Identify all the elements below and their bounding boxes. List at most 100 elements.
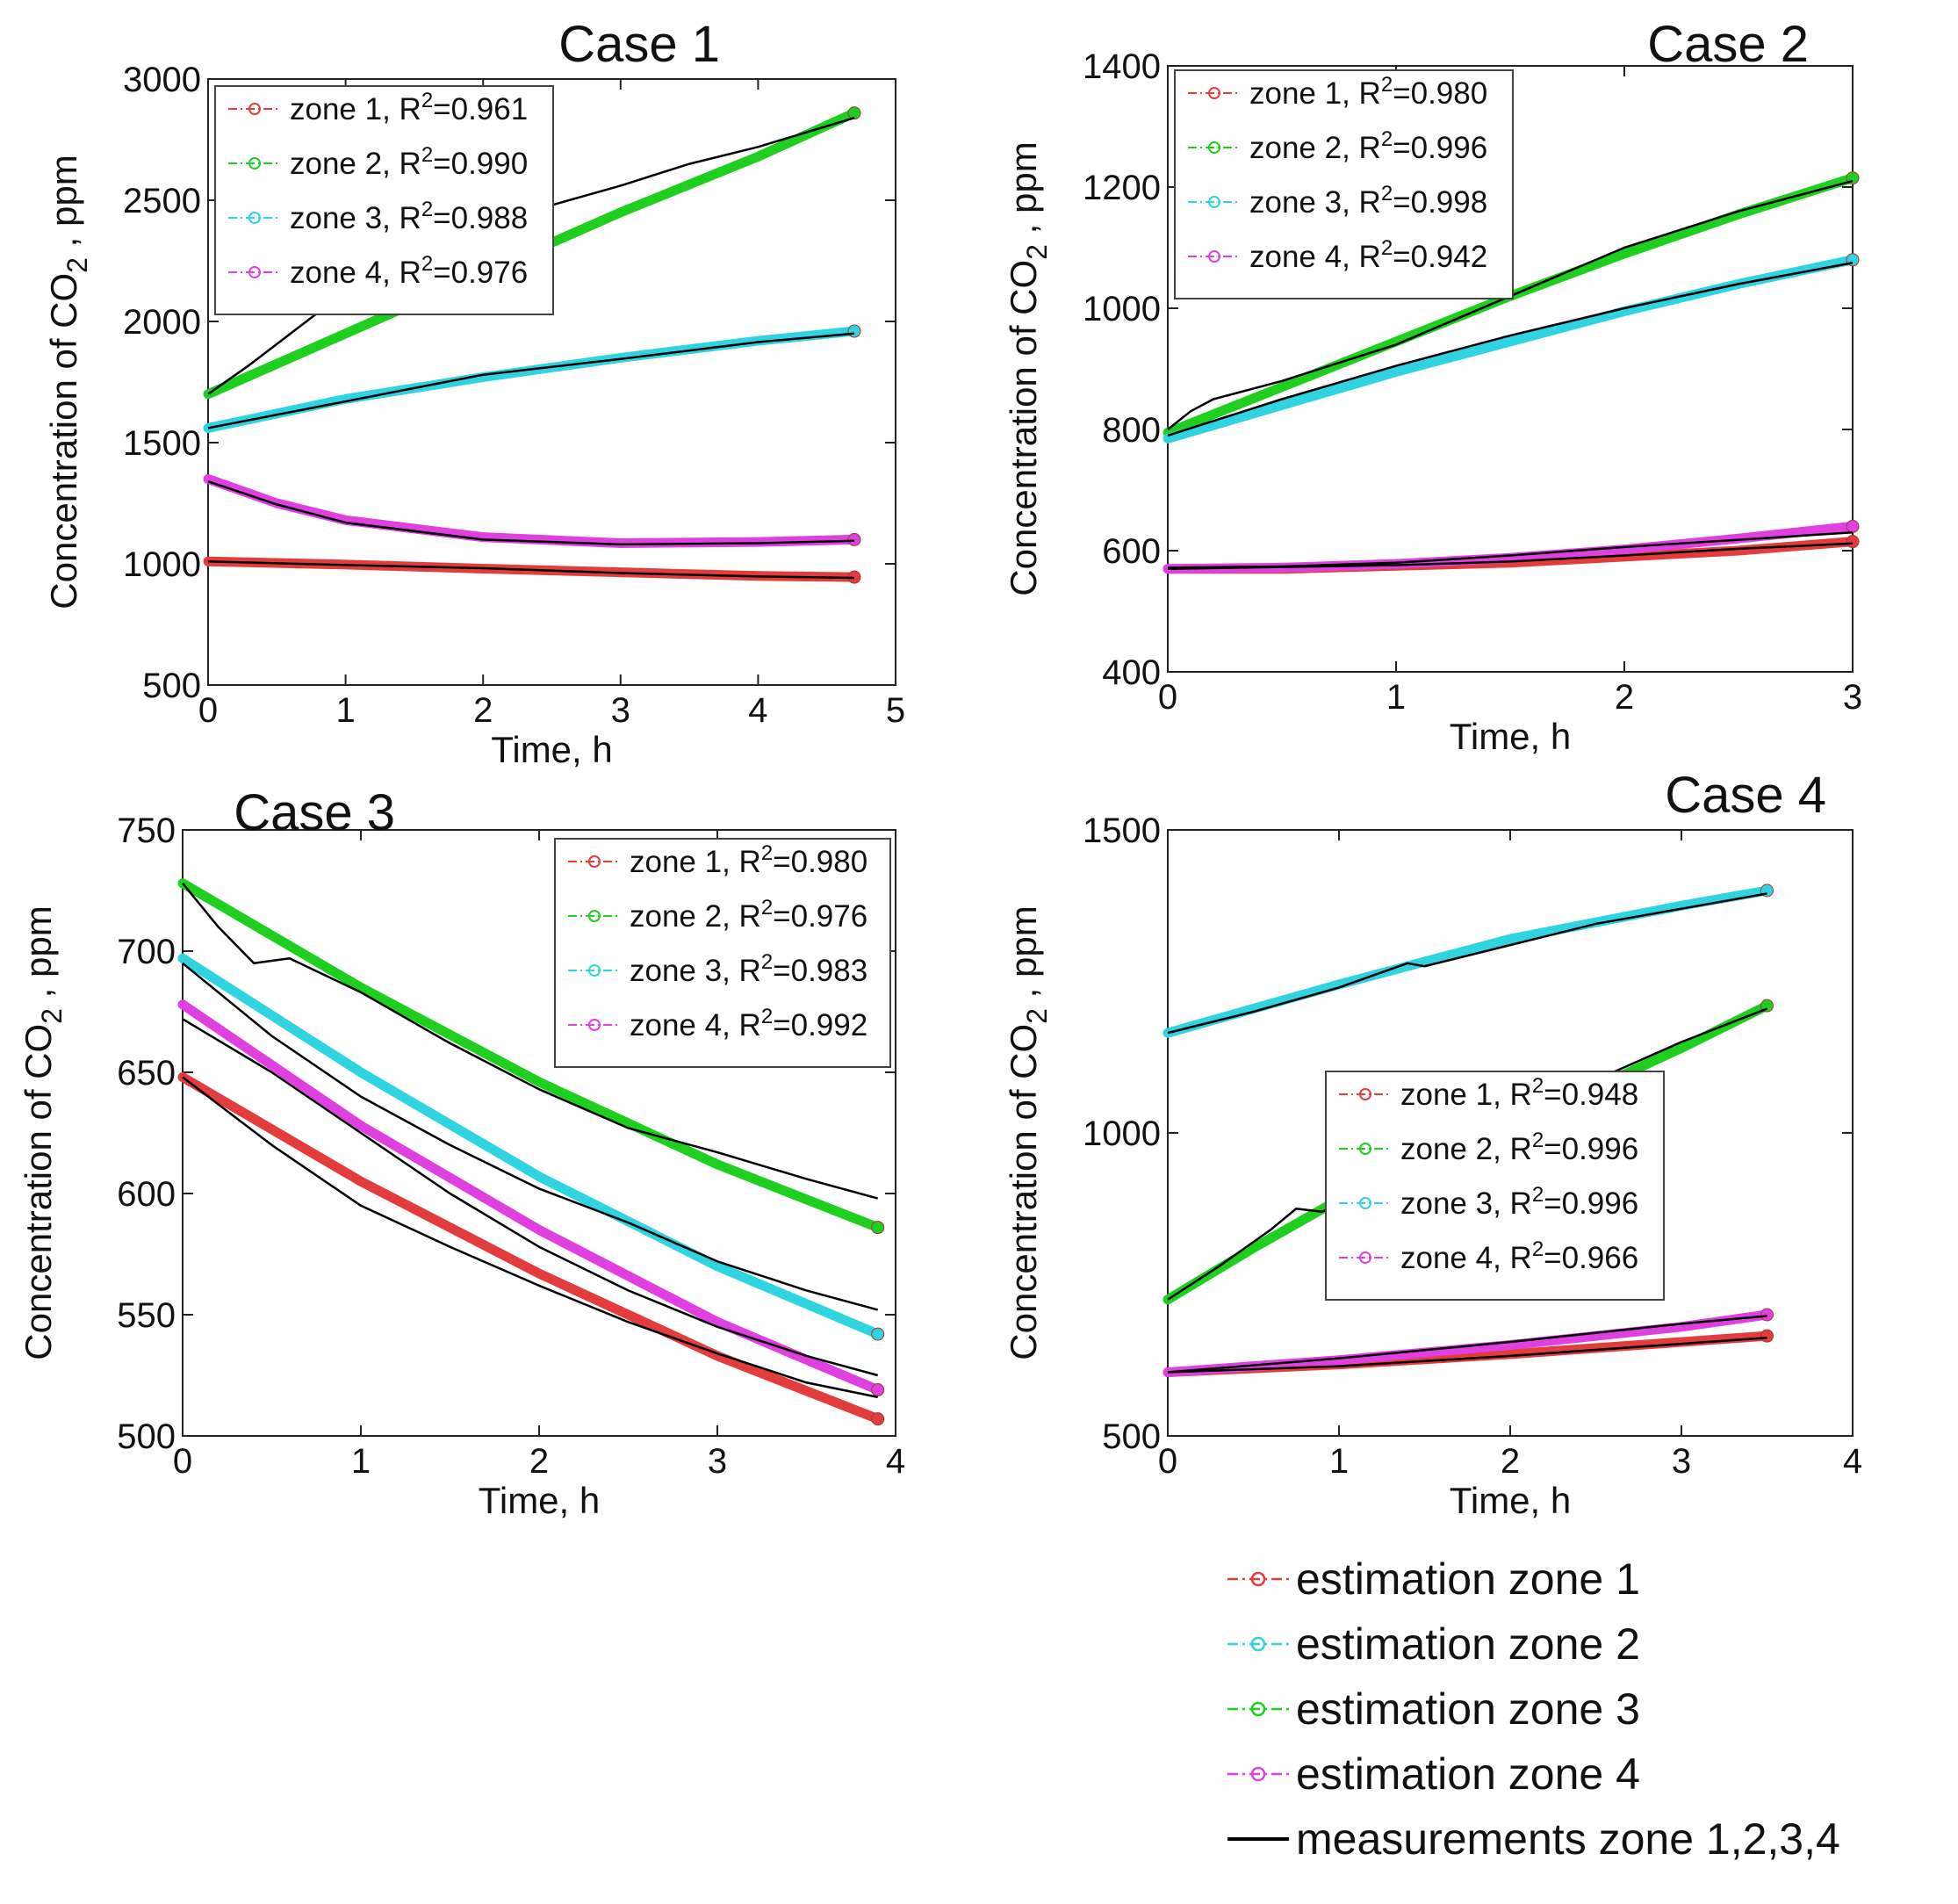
- legend-zone-name: zone 2, R: [1249, 131, 1381, 165]
- y-axis-label-unit: , ppm: [1003, 905, 1044, 1008]
- legend-entry-label: zone 2, R2=0.996: [1249, 127, 1487, 165]
- legend-r2-value: =0.992: [773, 1008, 867, 1042]
- measurement-line-zone-3: [1167, 892, 1767, 1035]
- legend-r2-value: =0.966: [1544, 1241, 1638, 1275]
- measurement-line-zone-4: [182, 1018, 879, 1377]
- legend-superscript: 2: [1381, 73, 1393, 97]
- legend-superscript: 2: [421, 198, 433, 221]
- x-tick-label: 0: [1158, 678, 1177, 717]
- legend-entry-label: zone 3, R2=0.998: [1249, 182, 1487, 220]
- legend-zone-name: zone 1, R: [630, 845, 761, 879]
- plot-frame: [207, 78, 896, 686]
- measurement-line-zone-4: [1167, 1315, 1767, 1374]
- y-tick-label: 1000: [123, 545, 201, 584]
- y-tick-label: 750: [117, 811, 176, 850]
- bottom-legend-label: estimation zone 1: [1296, 1554, 1640, 1604]
- chart-case-1: 0 1 2 3 4 5 500 1000 1500 2000 2500 3000 Time, h Conc…: [43, 16, 905, 770]
- plot-frame: [1167, 65, 1854, 673]
- bottom-legend-label: estimation zone 4: [1296, 1749, 1640, 1799]
- legend-entry-label: zone 4, R2=0.966: [1400, 1237, 1638, 1275]
- legend-entry-label: zone 1, R2=0.980: [1249, 73, 1487, 111]
- y-axis-label: Concentration of CO2 , ppm: [1003, 141, 1053, 595]
- x-axis-label: Time, h: [479, 1480, 600, 1521]
- legend-swatch-marker: [588, 855, 601, 868]
- x-axis-label: Time, h: [491, 729, 612, 770]
- legend-swatch-marker: [1208, 196, 1220, 208]
- y-tick-label: 550: [117, 1296, 176, 1335]
- chart-title: Case 1: [558, 16, 720, 73]
- chart-case-3: 0 1 2 3 4 500 550 600 650 700 750 Time, h Concentrat…: [18, 784, 905, 1521]
- x-tick-label: 3: [611, 691, 630, 730]
- y-axis-label-text: Concentration of CO: [1003, 260, 1044, 596]
- legend-swatch-marker: [1359, 1197, 1371, 1209]
- legend-entry-label: zone 4, R2=0.976: [290, 252, 528, 290]
- legend-superscript: 2: [761, 1005, 773, 1028]
- legend-r2-value: =0.990: [433, 147, 528, 181]
- y-axis-label-subscript: 2: [61, 257, 93, 273]
- legend-entry-label: zone 1, R2=0.948: [1400, 1074, 1638, 1112]
- estimation-line-zone-1: [177, 1072, 883, 1424]
- legend-entry-label: zone 2, R2=0.996: [1400, 1129, 1638, 1166]
- legend-r2-value: =0.996: [1544, 1186, 1638, 1221]
- measurement-line-zone-1: [207, 559, 855, 580]
- y-tick-label: 600: [1102, 532, 1161, 571]
- legend-superscript: 2: [1532, 1129, 1544, 1152]
- y-axis-label: Concentration of CO2 , ppm: [18, 905, 68, 1359]
- legend-superscript: 2: [761, 896, 773, 920]
- y-axis-label: Concentration of CO2 , ppm: [43, 155, 93, 609]
- legend-superscript: 2: [761, 950, 773, 974]
- y-tick-label: 600: [117, 1175, 176, 1214]
- x-tick-label: 3: [708, 1442, 727, 1481]
- legend-zone-name: zone 2, R: [1400, 1132, 1532, 1166]
- legend-r2-value: =0.948: [1544, 1078, 1638, 1112]
- estimation-end-marker-zone-1: [1846, 535, 1860, 549]
- legend-entry-label: zone 2, R2=0.976: [630, 896, 867, 934]
- estimation-line-zone-4: [1163, 1309, 1772, 1378]
- chart-legend: zone 1, R2=0.980 zone 2, R2=0.996 zone 3, …: [1174, 69, 1514, 299]
- estimation-line-zone-4: [203, 473, 860, 549]
- y-axis-label-unit: , ppm: [18, 905, 59, 1008]
- legend-zone-name: zone 4, R: [630, 1008, 761, 1042]
- measurement-line-zone-3: [1167, 262, 1854, 437]
- estimation-end-marker-zone-3: [847, 324, 861, 338]
- y-tick-label: 1400: [1083, 47, 1161, 86]
- legend-swatch-marker: [1359, 1088, 1371, 1100]
- legend-swatch-marker: [1208, 250, 1220, 263]
- legend-r2-value: =0.976: [773, 899, 867, 934]
- estimation-line-zone-2: [177, 878, 883, 1233]
- x-tick-label: 0: [1158, 1442, 1177, 1481]
- legend-superscript: 2: [1381, 236, 1393, 260]
- legend-box: [1325, 1071, 1665, 1301]
- legend-r2-value: =0.980: [773, 845, 867, 879]
- legend-superscript: 2: [1381, 182, 1393, 206]
- legend-zone-name: zone 4, R: [1400, 1241, 1532, 1275]
- legend-swatch-marker: [1208, 141, 1220, 154]
- chart-title: Case 3: [234, 784, 395, 841]
- legend-zone-name: zone 2, R: [630, 899, 761, 934]
- legend-entry-label: zone 3, R2=0.996: [1400, 1183, 1638, 1221]
- legend-swatch-marker: [248, 212, 261, 224]
- x-tick-label: 3: [1672, 1442, 1691, 1481]
- x-axis-label: Time, h: [1450, 1480, 1571, 1521]
- legend-zone-name: zone 1, R: [1400, 1078, 1532, 1112]
- x-tick-label: 2: [1501, 1442, 1520, 1481]
- legend-superscript: 2: [1381, 127, 1393, 151]
- x-tick-label: 1: [335, 691, 355, 730]
- estimation-end-marker-zone-2: [847, 106, 861, 120]
- y-tick-label: 400: [1102, 653, 1161, 692]
- estimation-line-zone-3: [203, 326, 860, 433]
- y-tick-label: 700: [117, 933, 176, 971]
- estimation-end-marker-zone-4: [1846, 519, 1860, 533]
- legend-swatch-marker: [588, 964, 601, 977]
- x-tick-label: 2: [1615, 678, 1634, 717]
- y-axis-label-text: Concentration of CO: [18, 1024, 59, 1360]
- legend-zone-name: zone 3, R: [1400, 1186, 1532, 1221]
- y-tick-label: 1000: [1083, 1114, 1161, 1153]
- legend-box: [554, 838, 891, 1068]
- bottom-legend-label: measurements zone 1,2,3,4: [1296, 1814, 1840, 1864]
- chart-case-2: 0 1 2 3 400 600 800 1000 1200 1400 Time, h Concentr…: [1003, 16, 1862, 757]
- legend-entry-label: zone 3, R2=0.983: [630, 950, 867, 988]
- y-tick-label: 3000: [123, 61, 201, 99]
- y-tick-label: 1000: [1083, 290, 1161, 328]
